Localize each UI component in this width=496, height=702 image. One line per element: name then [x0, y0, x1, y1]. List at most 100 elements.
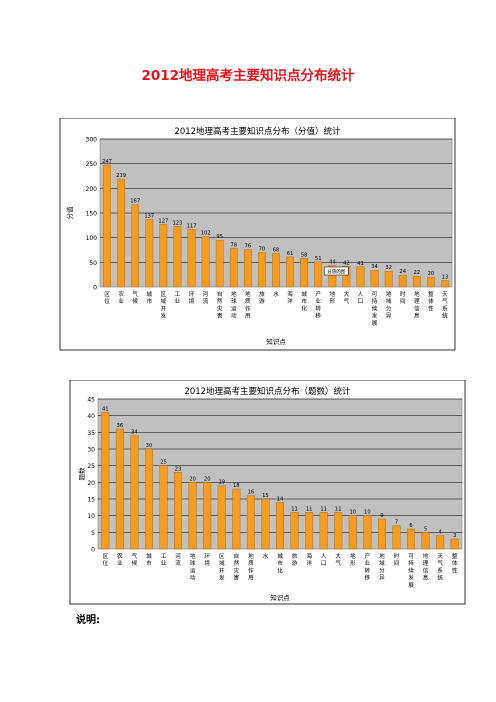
data-label: 11 — [320, 506, 327, 512]
data-label: 10 — [349, 510, 356, 516]
data-label: 11 — [291, 506, 298, 512]
y-tick-label: 10 — [87, 513, 95, 520]
x-axis-label: 知识点 — [270, 593, 290, 602]
data-label: 3 — [453, 533, 456, 539]
bar — [441, 280, 449, 288]
x-tick-label: 城市 — [146, 291, 152, 305]
bar — [130, 435, 139, 550]
data-label: 42 — [343, 260, 350, 266]
bar — [412, 275, 421, 288]
bar — [407, 528, 416, 550]
x-tick-label: 区域开发 — [161, 291, 167, 320]
x-tick-label: 产业转移 — [365, 552, 371, 582]
data-label: 23 — [175, 466, 182, 472]
x-tick-label: 天气系统 — [442, 291, 448, 320]
bar — [159, 224, 168, 288]
y-tick-label: 50 — [89, 260, 97, 267]
x-tick-label: 整体性 — [428, 290, 434, 312]
y-tick-label: 300 — [86, 137, 98, 144]
data-label: 20 — [428, 271, 435, 277]
data-label: 102 — [201, 231, 211, 237]
bar — [319, 512, 328, 550]
data-label: 76 — [245, 244, 252, 250]
x-tick-label: 可持续发展 — [408, 553, 414, 589]
bar — [173, 226, 182, 288]
bar — [334, 512, 343, 550]
bar — [363, 515, 372, 550]
data-label: 61 — [287, 251, 294, 257]
data-label: 15 — [262, 493, 269, 499]
bar — [232, 488, 241, 550]
chart-title: 2012地理高考主要知识点分布（题数）统计 — [184, 386, 351, 397]
bar — [384, 271, 393, 288]
bar — [286, 256, 294, 288]
data-label: 4 — [439, 530, 443, 536]
x-tick-label: 农业 — [118, 290, 124, 305]
x-tick-label: 地理信息 — [414, 290, 420, 320]
bar — [131, 204, 140, 288]
score-distribution-chart: 2012地理高考主要知识点分布（分值）统计 0 50 100 150 200 250 300 分… — [59, 118, 456, 351]
x-tick-label: 海洋 — [287, 290, 293, 305]
x-axis-label: 知识点 — [266, 337, 286, 346]
data-label: 68 — [273, 247, 280, 253]
x-tick-label: 产业转移 — [315, 290, 321, 320]
x-tick-label: 地域分异 — [386, 290, 392, 320]
data-label: 247 — [102, 159, 112, 165]
x-tick-label: 人口 — [358, 291, 364, 305]
bar — [101, 412, 110, 550]
y-axis-label: 分值 — [65, 206, 74, 220]
x-tick-label: 自然灾害 — [217, 290, 223, 320]
y-tick-label: 30 — [87, 447, 95, 454]
x-tick-label: 天气系统 — [437, 553, 443, 582]
page-title: 2012地理高考主要知识点分布统计 — [141, 68, 355, 84]
x-tick-label: 整体性 — [452, 552, 458, 574]
bar — [342, 266, 351, 288]
x-tick-label: 地理信息 — [423, 552, 429, 582]
x-tick-label: 工业 — [161, 553, 167, 567]
y-tick-label: 40 — [87, 413, 95, 420]
callout-box — [324, 266, 349, 276]
x-tick-label: 河流 — [175, 552, 181, 567]
bar — [377, 518, 386, 550]
x-tick-label: 水 — [263, 552, 269, 560]
data-label: 22 — [413, 270, 420, 276]
bar — [314, 261, 323, 288]
x-tick-label: 大气 — [335, 552, 341, 567]
x-tick-label: 区位 — [104, 291, 110, 305]
bar — [201, 236, 210, 288]
data-label: 41 — [357, 261, 364, 267]
data-label: 78 — [230, 243, 237, 249]
data-label: 51 — [315, 256, 322, 262]
x-tick-label: 地域分异 — [379, 552, 385, 582]
bar — [356, 266, 365, 288]
bar — [398, 274, 407, 288]
data-label: 58 — [301, 252, 308, 258]
data-label: 34 — [131, 430, 138, 436]
data-label: 14 — [277, 496, 284, 502]
data-label: 20 — [189, 476, 196, 482]
y-tick-label: 45 — [87, 397, 95, 404]
x-tick-label: 地球运动 — [231, 290, 237, 320]
y-tick-label: 100 — [86, 235, 98, 242]
data-label: 9 — [380, 513, 383, 519]
bar — [246, 495, 255, 550]
bar — [115, 428, 124, 550]
note-label: 说明: — [76, 615, 100, 626]
data-label: 95 — [216, 234, 223, 240]
data-label: 32 — [385, 265, 392, 271]
x-tick-label: 区域开发 — [219, 553, 225, 582]
bar — [159, 465, 168, 550]
y-tick-label: 25 — [87, 463, 95, 470]
data-label: 137 — [144, 213, 154, 219]
x-tick-label: 河流 — [203, 290, 209, 305]
x-tick-label: 环境 — [189, 291, 195, 305]
y-tick-label: 5 — [91, 530, 95, 537]
x-tick-label: 时间 — [394, 552, 400, 567]
x-tick-label: 旅游 — [259, 290, 265, 305]
x-tick-label: 地形 — [350, 552, 356, 567]
chart-title: 2012地理高考主要知识点分布（分值）统计 — [174, 126, 341, 137]
x-tick-label: 可持续发展 — [372, 291, 378, 327]
x-tick-label: 环境 — [204, 553, 210, 567]
x-tick-label: 自然灾害 — [234, 552, 240, 582]
x-tick-label: 气候 — [132, 552, 138, 567]
